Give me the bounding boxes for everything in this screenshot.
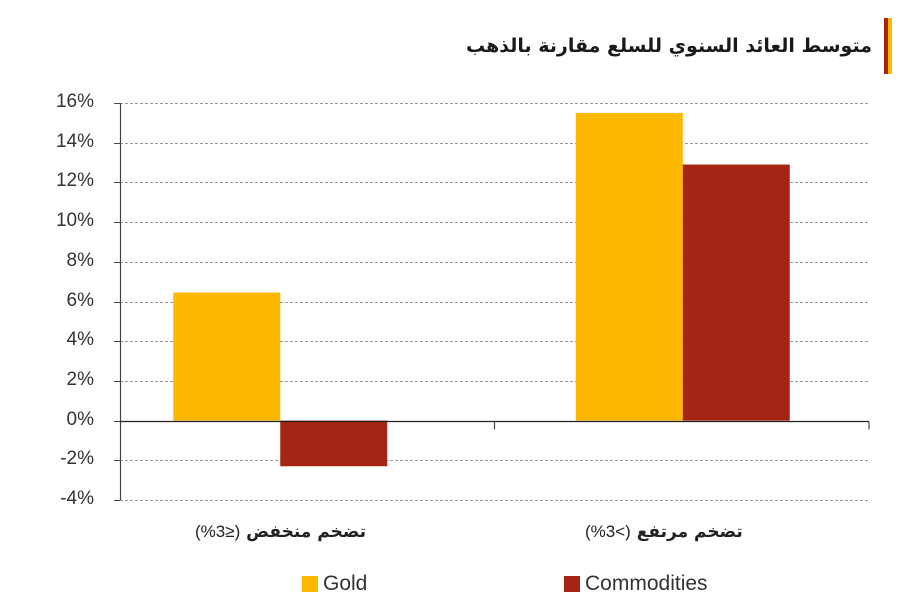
legend-item-gold: Gold bbox=[302, 572, 367, 596]
bar-commodities bbox=[280, 420, 388, 467]
commodities-swatch-icon bbox=[564, 576, 580, 592]
y-tick-label: -2% bbox=[60, 448, 94, 470]
title-accent-bar bbox=[884, 18, 892, 74]
y-tick-label: -4% bbox=[60, 488, 94, 509]
y-tick-label: 0% bbox=[66, 408, 94, 430]
y-tick-label: 8% bbox=[66, 249, 94, 271]
category-label-low-inflation: تضخم منخفض (≤3%) bbox=[195, 522, 366, 542]
chart-title: متوسط العائد السنوي للسلع مقارنة بالذهب bbox=[465, 35, 872, 57]
chart-header: متوسط العائد السنوي للسلع مقارنة بالذهب bbox=[466, 18, 892, 74]
y-tick-label: 12% bbox=[55, 170, 94, 192]
y-tick-label: 14% bbox=[55, 130, 94, 152]
bar-gold bbox=[173, 292, 281, 421]
y-tick-label: 4% bbox=[66, 329, 94, 351]
gold-swatch-icon bbox=[302, 576, 318, 592]
y-tick-label: 6% bbox=[66, 289, 94, 311]
legend-item-commodities: Commodities bbox=[564, 572, 708, 596]
y-tick-label: 2% bbox=[66, 368, 94, 390]
chart-legend: Gold Commodities bbox=[0, 572, 920, 600]
bar-gold bbox=[575, 112, 683, 421]
y-tick-label: 16% bbox=[55, 91, 94, 112]
bar-commodities bbox=[682, 164, 790, 421]
category-label-high-inflation: تضخم مرتفع (>3%) bbox=[585, 522, 743, 542]
y-tick-label: 10% bbox=[55, 210, 94, 232]
